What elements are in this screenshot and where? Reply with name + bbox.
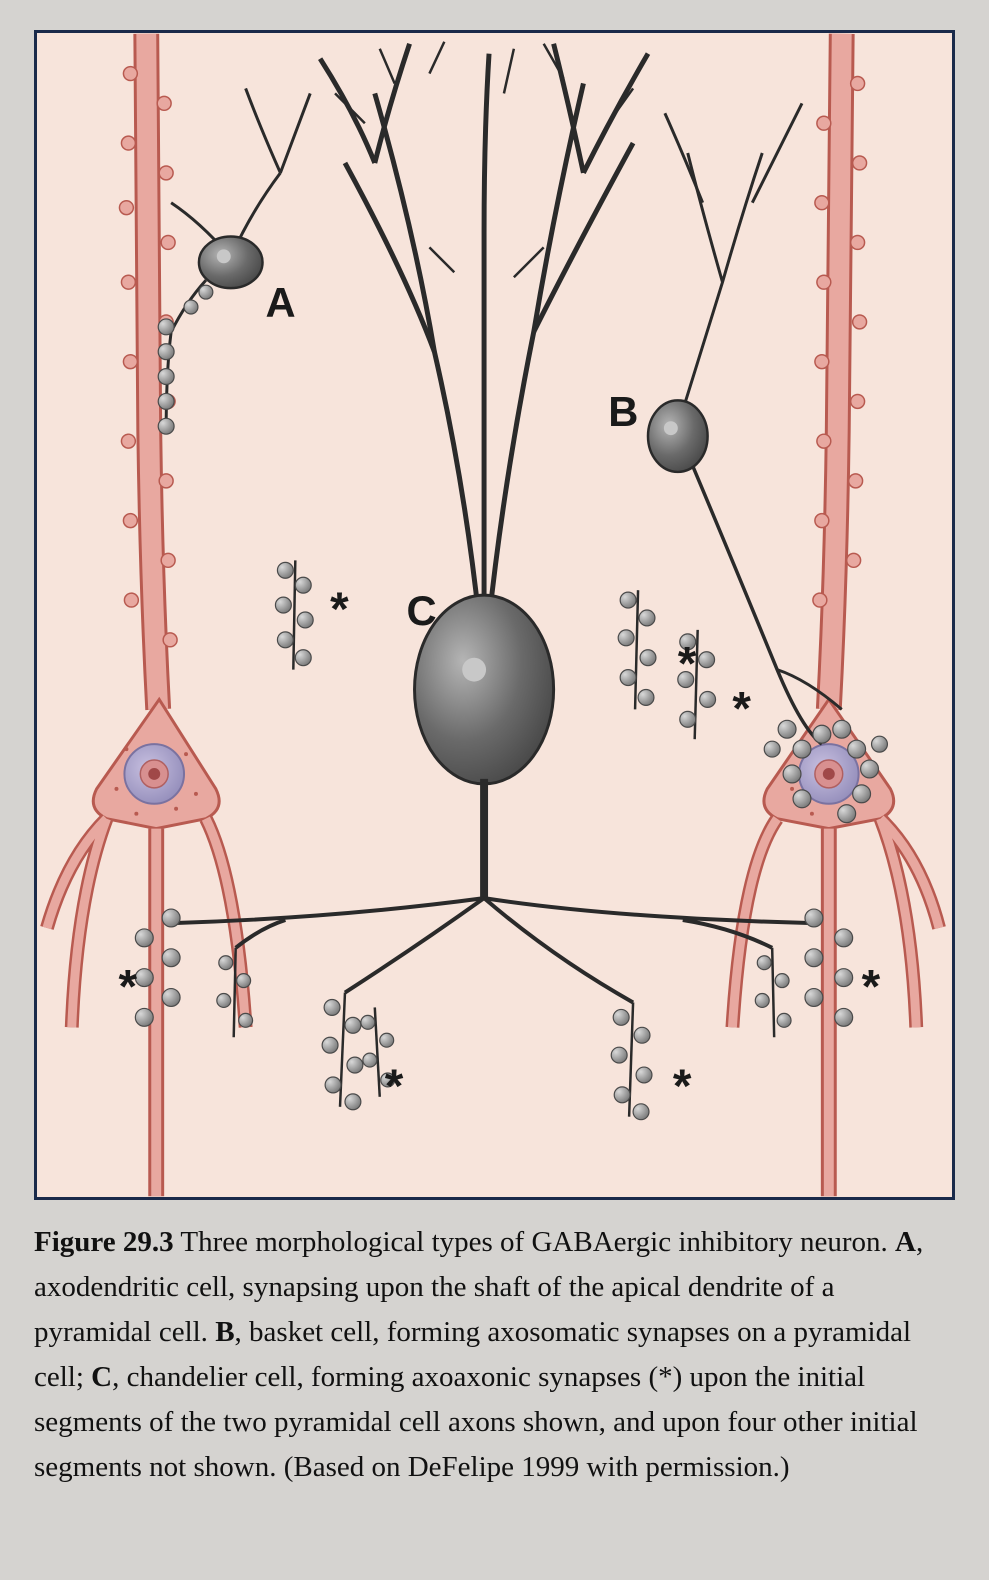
neuron-diagram: A B C * * * * * * * <box>37 33 952 1197</box>
svg-text:*: * <box>385 1060 404 1113</box>
svg-text:*: * <box>732 682 751 735</box>
figure-panel: A B C * * * * * * * <box>34 30 955 1200</box>
svg-text:*: * <box>862 960 881 1013</box>
label-C: C <box>407 587 437 634</box>
caption-B-label: B <box>215 1316 234 1348</box>
figure-caption: Figure 29.3 Three morphological types of… <box>34 1220 955 1490</box>
labels: A B C <box>266 279 639 634</box>
caption-A-label: A <box>895 1226 916 1258</box>
label-A: A <box>266 279 296 326</box>
axodendritic-cell <box>166 88 310 431</box>
label-B: B <box>608 388 638 435</box>
svg-text:*: * <box>118 960 137 1013</box>
caption-intro: Three morphological types of GABAergic i… <box>174 1226 895 1258</box>
svg-text:*: * <box>678 638 697 691</box>
svg-text:*: * <box>673 1060 692 1113</box>
caption-C-desc: , chandelier cell, forming axoaxonic syn… <box>34 1361 918 1483</box>
svg-text:*: * <box>330 583 349 636</box>
caption-C-label: C <box>91 1361 112 1393</box>
figure-number: Figure 29.3 <box>34 1226 174 1258</box>
